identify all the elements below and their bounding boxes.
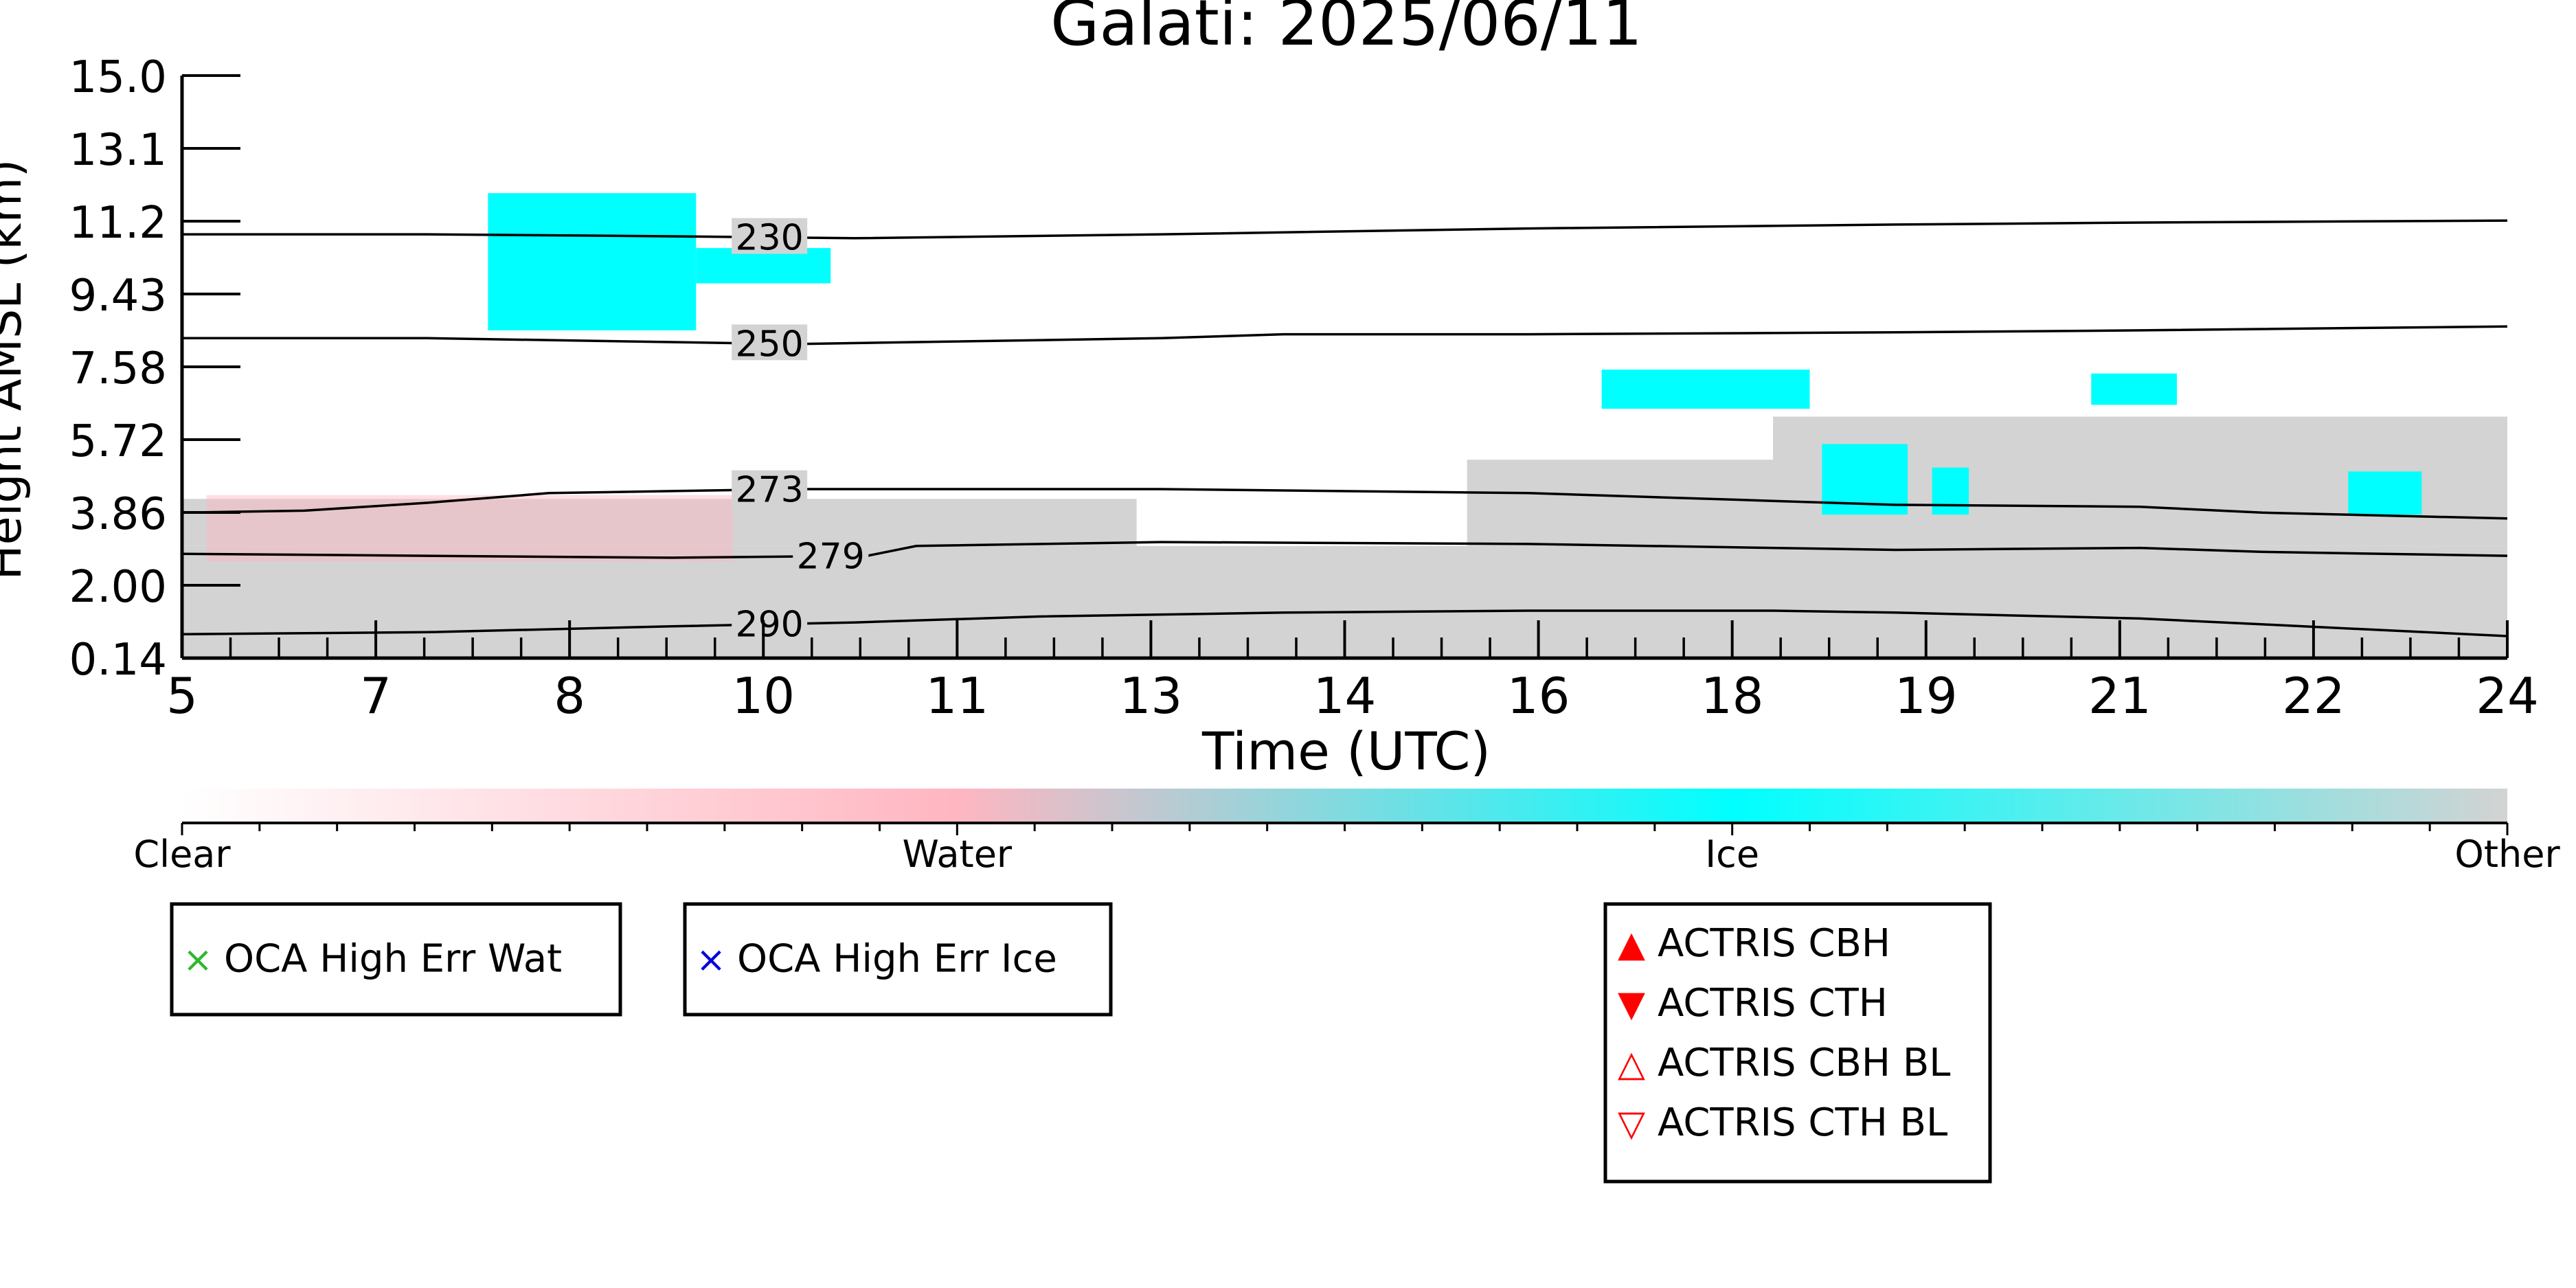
legend-marker: × [696,940,726,981]
contour-label-bg-290 [732,605,808,641]
legend-box-2: × OCA High Err Ice [683,902,1113,1017]
chart-title: Galati: 2025/06/11 [1050,0,1642,60]
legend-frame [1603,902,1992,1184]
contour-label-bg-273 [732,470,808,506]
contour-line-279 [181,541,2508,559]
region-ice-6 [696,248,831,284]
y-tick-label: 0.14 [69,635,168,686]
legend-label: ACTRIS CBH BL [1658,1041,1950,1085]
x-tick-label: 10 [732,667,795,725]
colorbar-label-other: Other [2454,833,2560,876]
x-tick-label: 21 [2088,667,2151,725]
colorbar: Clear Water Ice Other [133,789,2560,876]
region-ice-10 [2091,373,2177,405]
y-tick-label: 5.72 [69,416,168,467]
colorbar-labels: Clear Water Ice Other [133,833,2560,876]
legend-box-3: ▲ ACTRIS CBH ▼ ACTRIS CTH △ ACTRIS CBH BL ▽ ACT… [1603,902,1992,1184]
y-tick-label: 13.1 [69,125,168,176]
legend-marker: ▲ [1618,924,1645,965]
legend-box-1: × OCA High Err Wat [170,902,622,1017]
contour-label-bg-250 [732,324,808,361]
region-water-2 [206,495,733,562]
region-other-1 [182,499,1137,546]
legend-frame [170,902,622,1017]
x-axis-label: Time (UTC) [1201,721,1491,782]
x-tick-label: 13 [1120,667,1183,725]
contour-label-279: 279 [797,536,865,578]
x-tick-label: 8 [554,667,585,725]
legends: × OCA High Err Wat × OCA High Err Ice ▲ ACTRI… [170,902,1992,1184]
legend-label: ACTRIS CTH BL [1658,1100,1947,1145]
region-ice-9 [1932,467,1969,515]
x-tick-label: 24 [2476,667,2539,725]
contour-label-230: 230 [736,217,804,258]
x-tick-label: 18 [1701,667,1764,725]
region-ice-5 [488,193,697,330]
x-tick-label: 16 [1507,667,1570,725]
plot-axes: 5 7 8 10 11 13 14 16 18 19 21 22 24 0.14 2.00 3.86 5.72 7… [69,52,2539,725]
plot-area: 230 250 273 279 290 5 7 8 10 11 13 14 16 18 19 21 22 24 0… [69,52,2539,725]
region-ice-11 [2348,471,2422,515]
class-regions [182,193,2507,658]
region-ice-7 [1601,369,1810,409]
colorbar-gradient [182,789,2507,823]
legend-frame [683,902,1113,1017]
colorbar-label-ice: Ice [1705,833,1759,876]
contour-label-250: 250 [736,324,804,365]
y-tick-label: 3.86 [69,489,168,540]
legend-label: OCA High Err Ice [737,937,1057,982]
contour-line-290 [181,609,2508,637]
legend-label: ACTRIS CBH [1658,921,1890,966]
y-tick-label: 9.43 [69,271,168,321]
x-tick-label: 14 [1313,667,1377,725]
colorbar-label-clear: Clear [133,833,231,876]
legend-marker: ▼ [1618,984,1645,1025]
y-tick-label: 11.2 [69,198,168,249]
x-tick-label: 19 [1895,667,1958,725]
contour-label-bg-230 [732,218,808,254]
temperature-contours: 230 250 273 279 290 [181,217,2508,646]
contour-label-273: 273 [736,470,804,511]
x-tick-label: 11 [926,667,989,725]
y-axis-label: Height AMSL (km) [0,159,32,580]
x-tick-label: 22 [2282,667,2345,725]
y-tick-label: 15.0 [69,52,168,103]
colorbar-ticks [181,822,2509,835]
legend-marker: × [183,940,213,981]
x-tick-label: 7 [360,667,392,725]
x-tick-label: 5 [166,667,198,725]
contour-line-230 [182,219,2508,240]
legend-label: OCA High Err Wat [224,937,562,982]
legend-marker: △ [1618,1043,1645,1085]
contour-label-290: 290 [736,605,804,646]
y-tick-label: 7.58 [69,343,168,394]
contour-line-273 [181,488,2508,520]
colorbar-label-water: Water [903,833,1013,876]
y-tick-label: 2.00 [69,562,168,613]
legend-marker: ▽ [1618,1103,1645,1144]
legend-label: ACTRIS CTH [1658,981,1888,1026]
contour-line-250 [182,325,2508,346]
contour-label-bg-279 [793,536,869,573]
